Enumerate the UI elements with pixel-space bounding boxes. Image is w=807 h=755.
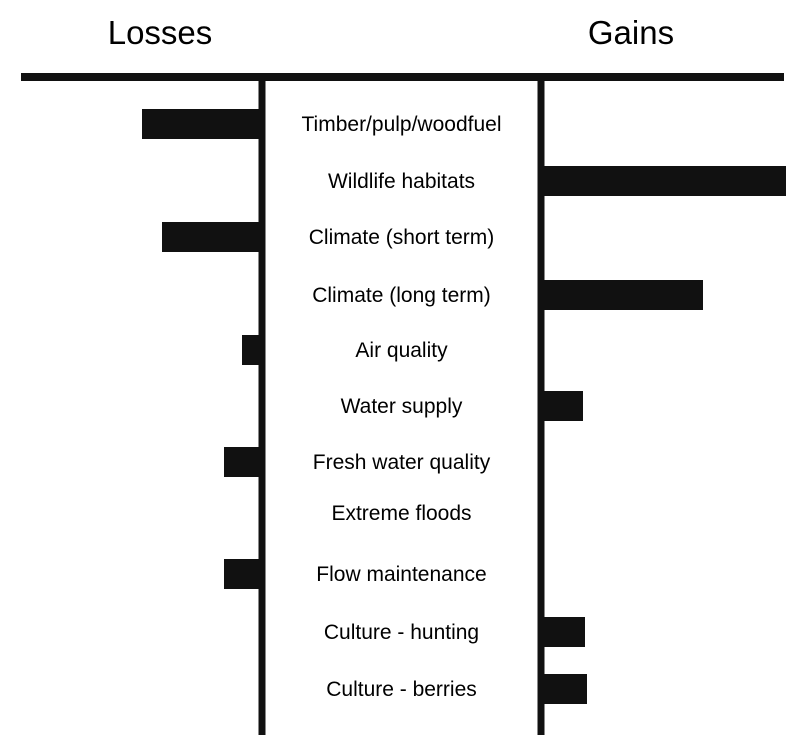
loss-bar-air-quality xyxy=(242,335,262,365)
loss-bar-fresh-water-quality xyxy=(224,447,262,477)
category-label-timber-pulp-woodfuel: Timber/pulp/woodfuel xyxy=(302,113,502,136)
loss-bar-climate-short-term xyxy=(162,222,262,252)
category-label-culture-hunting: Culture - hunting xyxy=(324,621,479,644)
losses-heading: Losses xyxy=(108,14,213,51)
category-label-climate-long-term: Climate (long term) xyxy=(312,284,491,307)
category-label-fresh-water-quality: Fresh water quality xyxy=(313,451,491,474)
gain-bar-water-supply xyxy=(541,391,583,421)
bars-group xyxy=(142,109,786,704)
category-label-air-quality: Air quality xyxy=(355,339,448,362)
category-label-wildlife-habitats: Wildlife habitats xyxy=(328,170,475,193)
category-label-flow-maintenance: Flow maintenance xyxy=(316,563,486,586)
loss-bar-flow-maintenance xyxy=(224,559,262,589)
gain-bar-climate-long-term xyxy=(541,280,703,310)
gain-bar-culture-berries xyxy=(541,674,587,704)
gain-bar-wildlife-habitats xyxy=(541,166,786,196)
gain-bar-culture-hunting xyxy=(541,617,585,647)
category-labels-group: Timber/pulp/woodfuel Wildlife habitats Cli… xyxy=(302,113,502,701)
category-label-climate-short-term: Climate (short term) xyxy=(309,226,495,249)
loss-bar-timber-pulp-woodfuel xyxy=(142,109,262,139)
category-label-culture-berries: Culture - berries xyxy=(326,678,477,701)
gains-heading: Gains xyxy=(588,14,674,51)
category-label-water-supply: Water supply xyxy=(341,395,463,418)
category-label-extreme-floods: Extreme floods xyxy=(331,502,471,525)
